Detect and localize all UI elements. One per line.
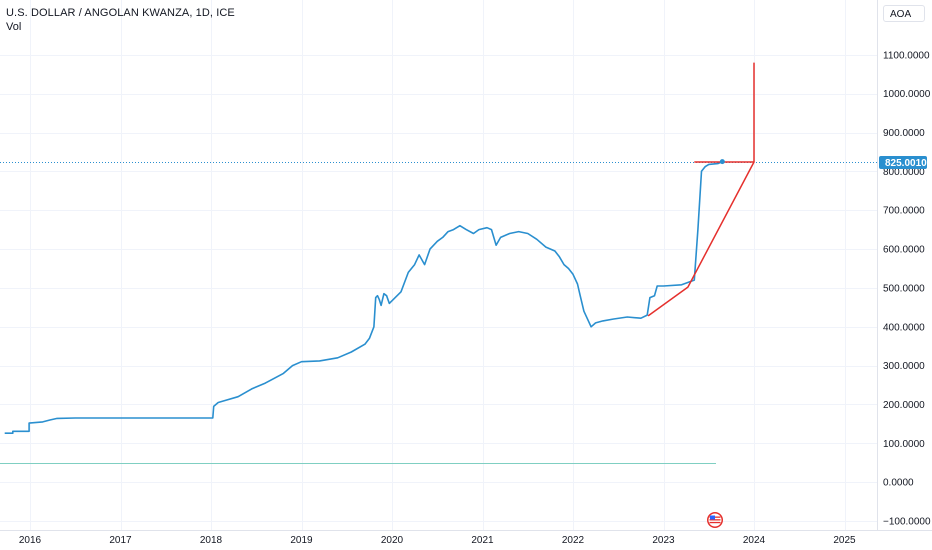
x-tick-label: 2022: [562, 535, 585, 546]
y-axis: −100.0000 0.0000 100.0000 200.0000 300.0000 4…: [883, 50, 931, 527]
y-tick-label: 900.0000: [883, 128, 925, 139]
y-tick-label: 1100.0000: [883, 50, 930, 61]
x-tick-label: 2021: [471, 535, 494, 546]
x-tick-label: 2019: [290, 535, 313, 546]
x-tick-label: 2024: [743, 535, 766, 546]
price-line: [4, 160, 723, 435]
y-tick-label: 100.0000: [883, 439, 925, 450]
last-price-label-bg: [879, 156, 927, 169]
us-flag-icon[interactable]: [707, 512, 723, 528]
y-tick-label: 600.0000: [883, 245, 925, 256]
x-tick-label: 2023: [652, 535, 675, 546]
x-tick-label: 2017: [109, 535, 132, 546]
volume-indicator-label[interactable]: Vol: [6, 21, 22, 33]
y-tick-label: 1000.0000: [883, 89, 931, 100]
y-tick-label: 200.0000: [883, 400, 925, 411]
y-tick-label: 300.0000: [883, 361, 925, 372]
y-tick-label: 500.0000: [883, 283, 925, 294]
x-tick-label: 2025: [833, 535, 856, 546]
last-price-label: 825.0010: [879, 156, 927, 169]
last-price-point: [719, 159, 725, 165]
currency-button[interactable]: AOA: [883, 5, 925, 22]
x-axis: 2016 2017 2018 2019 2020 2021 2022 2023 2024 2025: [19, 535, 856, 546]
x-tick-label: 2020: [381, 535, 404, 546]
y-tick-label: 0.0000: [883, 478, 914, 489]
chart-grid: [0, 0, 877, 530]
x-tick-label: 2016: [19, 535, 42, 546]
y-tick-label: 800.0000: [883, 167, 925, 178]
y-tick-label: 400.0000: [883, 322, 925, 333]
y-tick-label: 700.0000: [883, 206, 925, 217]
last-price-label-text: 825.0010: [885, 158, 927, 169]
chart-title: U.S. DOLLAR / ANGOLAN KWANZA, 1D, ICE: [6, 7, 235, 19]
y-tick-label: −100.0000: [883, 517, 931, 528]
x-tick-label: 2018: [200, 535, 223, 546]
projection-line: [647, 62, 755, 317]
series-layer: [4, 62, 755, 435]
